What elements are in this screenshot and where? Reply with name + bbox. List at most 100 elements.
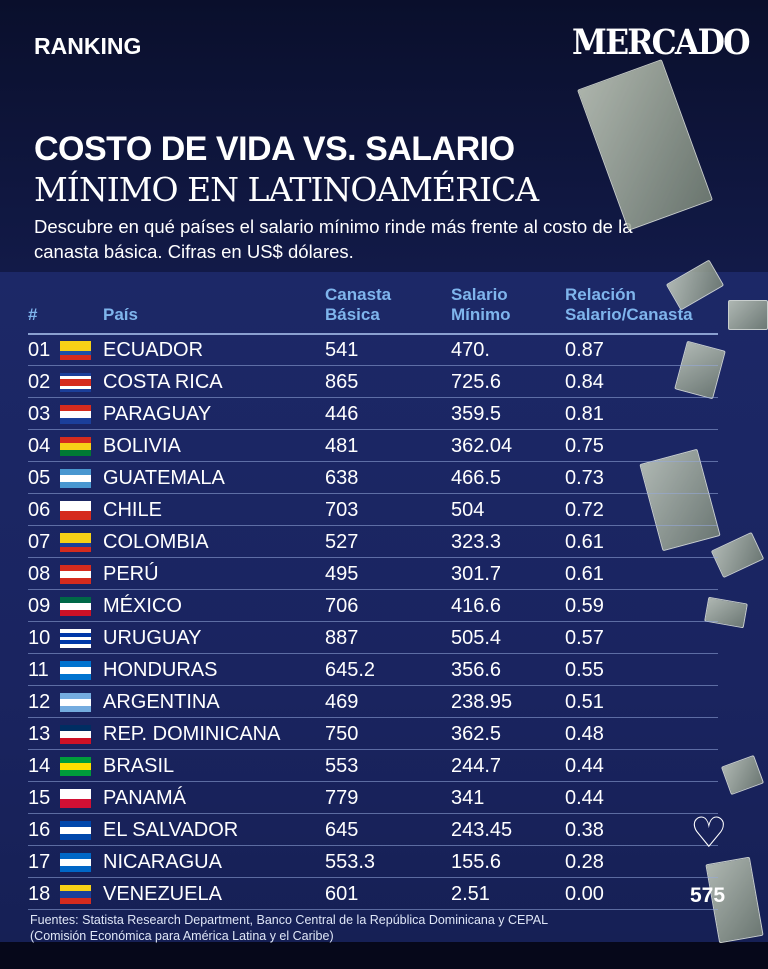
cell-rank: 09 [28, 595, 51, 617]
money-bill-decoration [728, 300, 768, 330]
flag-icon [60, 757, 91, 776]
table-row: 05 GUATEMALA 638 466.5 0.73 [28, 462, 718, 494]
cell-rank: 16 [28, 819, 51, 841]
table-row: 14 BRASIL 553 244.7 0.44 [28, 750, 718, 782]
cell-basket: 495 [325, 563, 359, 585]
cell-basket: 750 [325, 723, 359, 745]
section-label: RANKING [34, 33, 142, 59]
cell-basket: 601 [325, 883, 359, 905]
cell-ratio: 0.38 [565, 819, 604, 841]
cell-basket: 865 [325, 371, 359, 393]
flag-icon [60, 373, 91, 392]
table-row: 18 VENEZUELA 601 2.51 0.00 [28, 878, 718, 910]
cell-ratio: 0.59 [565, 595, 604, 617]
cell-wage: 155.6 [451, 851, 502, 873]
cell-wage: 243.45 [451, 819, 513, 841]
cell-country: GUATEMALA [103, 467, 225, 489]
cell-rank: 02 [28, 371, 51, 393]
cell-country: URUGUAY [103, 627, 202, 649]
flag-icon [60, 597, 91, 616]
like-count: 575 [690, 884, 726, 907]
cell-wage: 2.51 [451, 883, 490, 905]
heart-icon[interactable]: ♡ [690, 809, 728, 856]
cell-ratio: 0.81 [565, 403, 604, 425]
table-row: 08 PERÚ 495 301.7 0.61 [28, 558, 718, 590]
title-line-1: COSTO DE VIDA VS. SALARIO [34, 130, 515, 168]
cell-wage: 416.6 [451, 595, 502, 617]
cell-country: PANAMÁ [103, 787, 186, 809]
cell-rank: 18 [28, 883, 51, 905]
table-row: 17 NICARAGUA 553.3 155.6 0.28 [28, 846, 718, 878]
flag-icon [60, 405, 91, 424]
brand-logo: MERCADO [572, 22, 751, 63]
cell-rank: 06 [28, 499, 51, 521]
col-wage-header: Salario Mínimo [451, 285, 511, 325]
cell-ratio: 0.72 [565, 499, 604, 521]
cell-wage: 470. [451, 339, 490, 361]
flag-icon [60, 725, 91, 744]
flag-icon [60, 533, 91, 552]
flag-icon [60, 341, 91, 360]
header-line: Básica [325, 305, 380, 324]
cell-basket: 527 [325, 531, 359, 553]
table-row: 02 COSTA RICA 865 725.6 0.84 [28, 366, 718, 398]
flag-icon [60, 661, 91, 680]
bottom-bar [0, 942, 768, 969]
cell-country: ARGENTINA [103, 691, 220, 713]
cell-basket: 553.3 [325, 851, 376, 873]
cell-ratio: 0.61 [565, 563, 604, 585]
flag-icon [60, 821, 91, 840]
cell-country: HONDURAS [103, 659, 218, 681]
header-line: Canasta [325, 285, 392, 304]
cell-ratio: 0.28 [565, 851, 604, 873]
cell-basket: 887 [325, 627, 359, 649]
cell-rank: 11 [28, 659, 49, 681]
header-line: Relación [565, 285, 636, 304]
cell-basket: 645 [325, 819, 359, 841]
flag-icon [60, 469, 91, 488]
cell-rank: 14 [28, 755, 51, 777]
cell-basket: 553 [325, 755, 359, 777]
cell-ratio: 0.57 [565, 627, 604, 649]
cell-basket: 541 [325, 339, 359, 361]
cell-country: BOLIVIA [103, 435, 181, 457]
cell-rank: 17 [28, 851, 51, 873]
table-row: 16 EL SALVADOR 645 243.45 0.38 [28, 814, 718, 846]
table-row: 03 PARAGUAY 446 359.5 0.81 [28, 398, 718, 430]
flag-icon [60, 789, 91, 808]
col-basket-header: Canasta Básica [325, 285, 391, 325]
cell-basket: 703 [325, 499, 359, 521]
table-row: 04 BOLIVIA 481 362.04 0.75 [28, 430, 718, 462]
cell-country: COSTA RICA [103, 371, 223, 393]
description: Descubre en qué países el salario mínimo… [34, 216, 633, 262]
table-row: 15 PANAMÁ 779 341 0.44 [28, 782, 718, 814]
flag-icon [60, 629, 91, 648]
cell-ratio: 0.48 [565, 723, 604, 745]
cell-country: NICARAGUA [103, 851, 222, 873]
cell-ratio: 0.84 [565, 371, 604, 393]
cell-ratio: 0.55 [565, 659, 604, 681]
col-ratio-header: Relación Salario/Canasta [565, 285, 693, 325]
cell-wage: 362.04 [451, 435, 513, 457]
col-country-header: País [103, 305, 138, 324]
flag-icon [60, 437, 91, 456]
cell-wage: 466.5 [451, 467, 502, 489]
table-row: 13 REP. DOMINICANA 750 362.5 0.48 [28, 718, 718, 750]
table-row: 10 URUGUAY 887 505.4 0.57 [28, 622, 718, 654]
cell-rank: 04 [28, 435, 51, 457]
cell-wage: 244.7 [451, 755, 502, 777]
cell-basket: 469 [325, 691, 359, 713]
cell-wage: 341 [451, 787, 485, 809]
flag-icon [60, 885, 91, 904]
cell-wage: 356.6 [451, 659, 502, 681]
cell-basket: 638 [325, 467, 359, 489]
cell-rank: 12 [28, 691, 51, 713]
cell-ratio: 0.00 [565, 883, 604, 905]
cell-country: VENEZUELA [103, 883, 222, 905]
cell-country: BRASIL [103, 755, 175, 777]
cell-basket: 645.2 [325, 659, 376, 681]
cell-ratio: 0.73 [565, 467, 604, 489]
table-row: 07 COLOMBIA 527 323.3 0.61 [28, 526, 718, 558]
sources-note: Fuentes: Statista Research Department, B… [30, 913, 548, 943]
cell-ratio: 0.51 [565, 691, 604, 713]
